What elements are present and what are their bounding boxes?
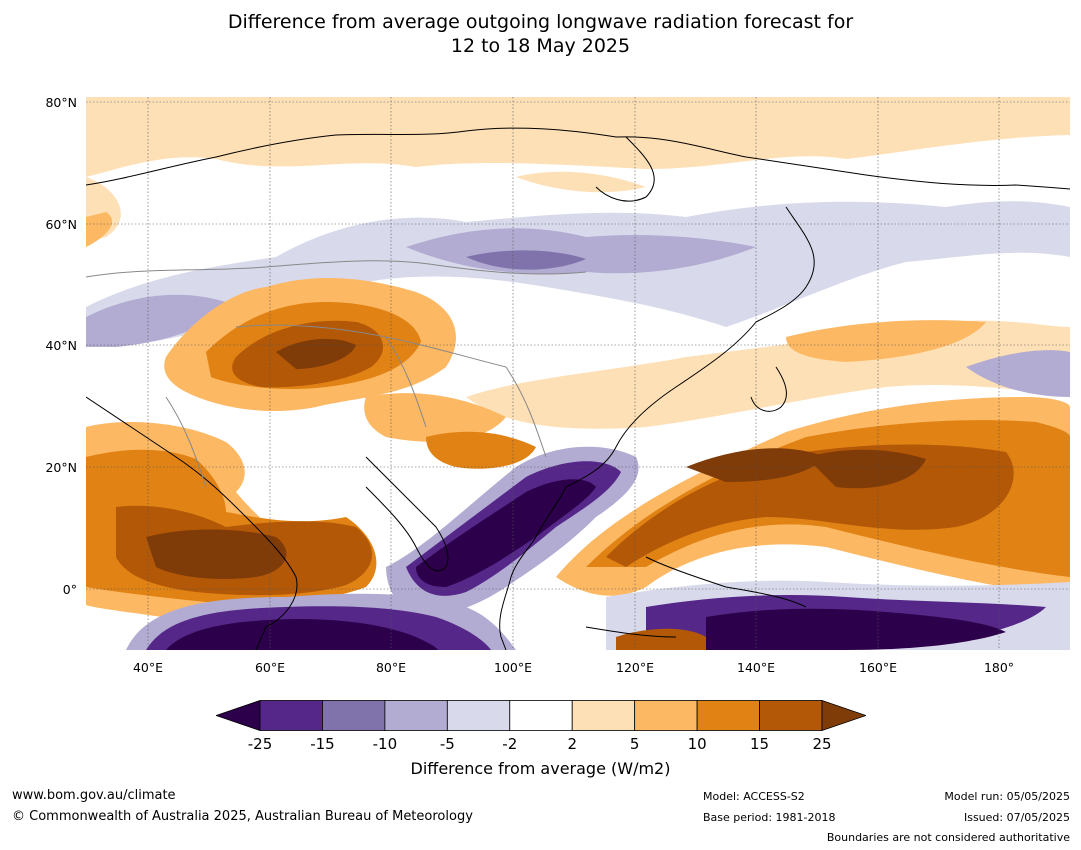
colour-legend-bar bbox=[216, 700, 866, 731]
legend-tick-label: -10 bbox=[372, 735, 398, 753]
legend-tick-label: -2 bbox=[502, 735, 518, 753]
legend-swatch bbox=[509, 700, 573, 731]
graticule bbox=[86, 97, 1070, 650]
legend-swatch bbox=[446, 700, 511, 731]
colour-legend-title: Difference from average (W/m2) bbox=[410, 759, 671, 778]
lon-label-120e: 120°E bbox=[615, 660, 655, 675]
lon-label-100e: 100°E bbox=[493, 660, 533, 675]
lat-label-40n: 40°N bbox=[45, 338, 77, 353]
legend-swatch bbox=[384, 700, 448, 731]
lon-label-180: 180° bbox=[983, 660, 1015, 675]
legend-swatch bbox=[322, 700, 386, 731]
map-title: Difference from average outgoing longwav… bbox=[0, 10, 1081, 58]
legend-extend-high bbox=[821, 700, 866, 731]
footer-base-period: Base period: 1981-2018 bbox=[703, 811, 836, 824]
map-title-line-2: 12 to 18 May 2025 bbox=[450, 35, 631, 57]
legend-tick-label: -5 bbox=[439, 735, 455, 753]
footer-boundaries-note: Boundaries are not considered authoritat… bbox=[826, 831, 1070, 844]
legend-swatch bbox=[259, 700, 323, 731]
coastlines bbox=[86, 127, 1070, 650]
footer-issued: Issued: 07/05/2025 bbox=[963, 811, 1070, 824]
footer-url[interactable]: www.bom.gov.au/climate bbox=[12, 788, 176, 803]
lon-label-60e: 60°E bbox=[254, 660, 286, 675]
lat-label-equator: 0° bbox=[62, 582, 77, 597]
legend-tick-label: 15 bbox=[750, 735, 770, 753]
legend-swatch bbox=[571, 700, 636, 731]
legend-tick-label: -15 bbox=[310, 735, 335, 753]
legend-tick-label: -25 bbox=[247, 735, 273, 753]
lon-label-80e: 80°E bbox=[375, 660, 407, 675]
lat-label-20n: 20°N bbox=[45, 460, 77, 475]
lat-label-80n: 80°N bbox=[45, 95, 77, 110]
legend-tick-label: 10 bbox=[687, 735, 707, 753]
anomaly-field bbox=[86, 97, 1070, 650]
country-boundaries bbox=[86, 260, 587, 488]
footer-model: Model: ACCESS-S2 bbox=[703, 790, 805, 803]
footer-copyright: © Commonwealth of Australia 2025, Austra… bbox=[12, 809, 473, 824]
olr-anomaly-map bbox=[86, 97, 1070, 650]
lon-label-140e: 140°E bbox=[736, 660, 776, 675]
lat-label-60n: 60°N bbox=[45, 217, 77, 232]
legend-swatch bbox=[634, 700, 698, 731]
footer-model-run: Model run: 05/05/2025 bbox=[944, 790, 1070, 803]
lon-label-40e: 40°E bbox=[132, 660, 164, 675]
legend-swatch bbox=[759, 700, 823, 731]
legend-tick-label: 2 bbox=[567, 735, 577, 753]
legend-extend-low bbox=[216, 700, 261, 731]
lon-label-160e: 160°E bbox=[858, 660, 898, 675]
legend-swatch bbox=[696, 700, 760, 731]
legend-tick-label: 25 bbox=[812, 735, 832, 753]
legend-tick-label: 5 bbox=[629, 735, 640, 753]
map-title-line-1: Difference from average outgoing longwav… bbox=[227, 11, 854, 33]
